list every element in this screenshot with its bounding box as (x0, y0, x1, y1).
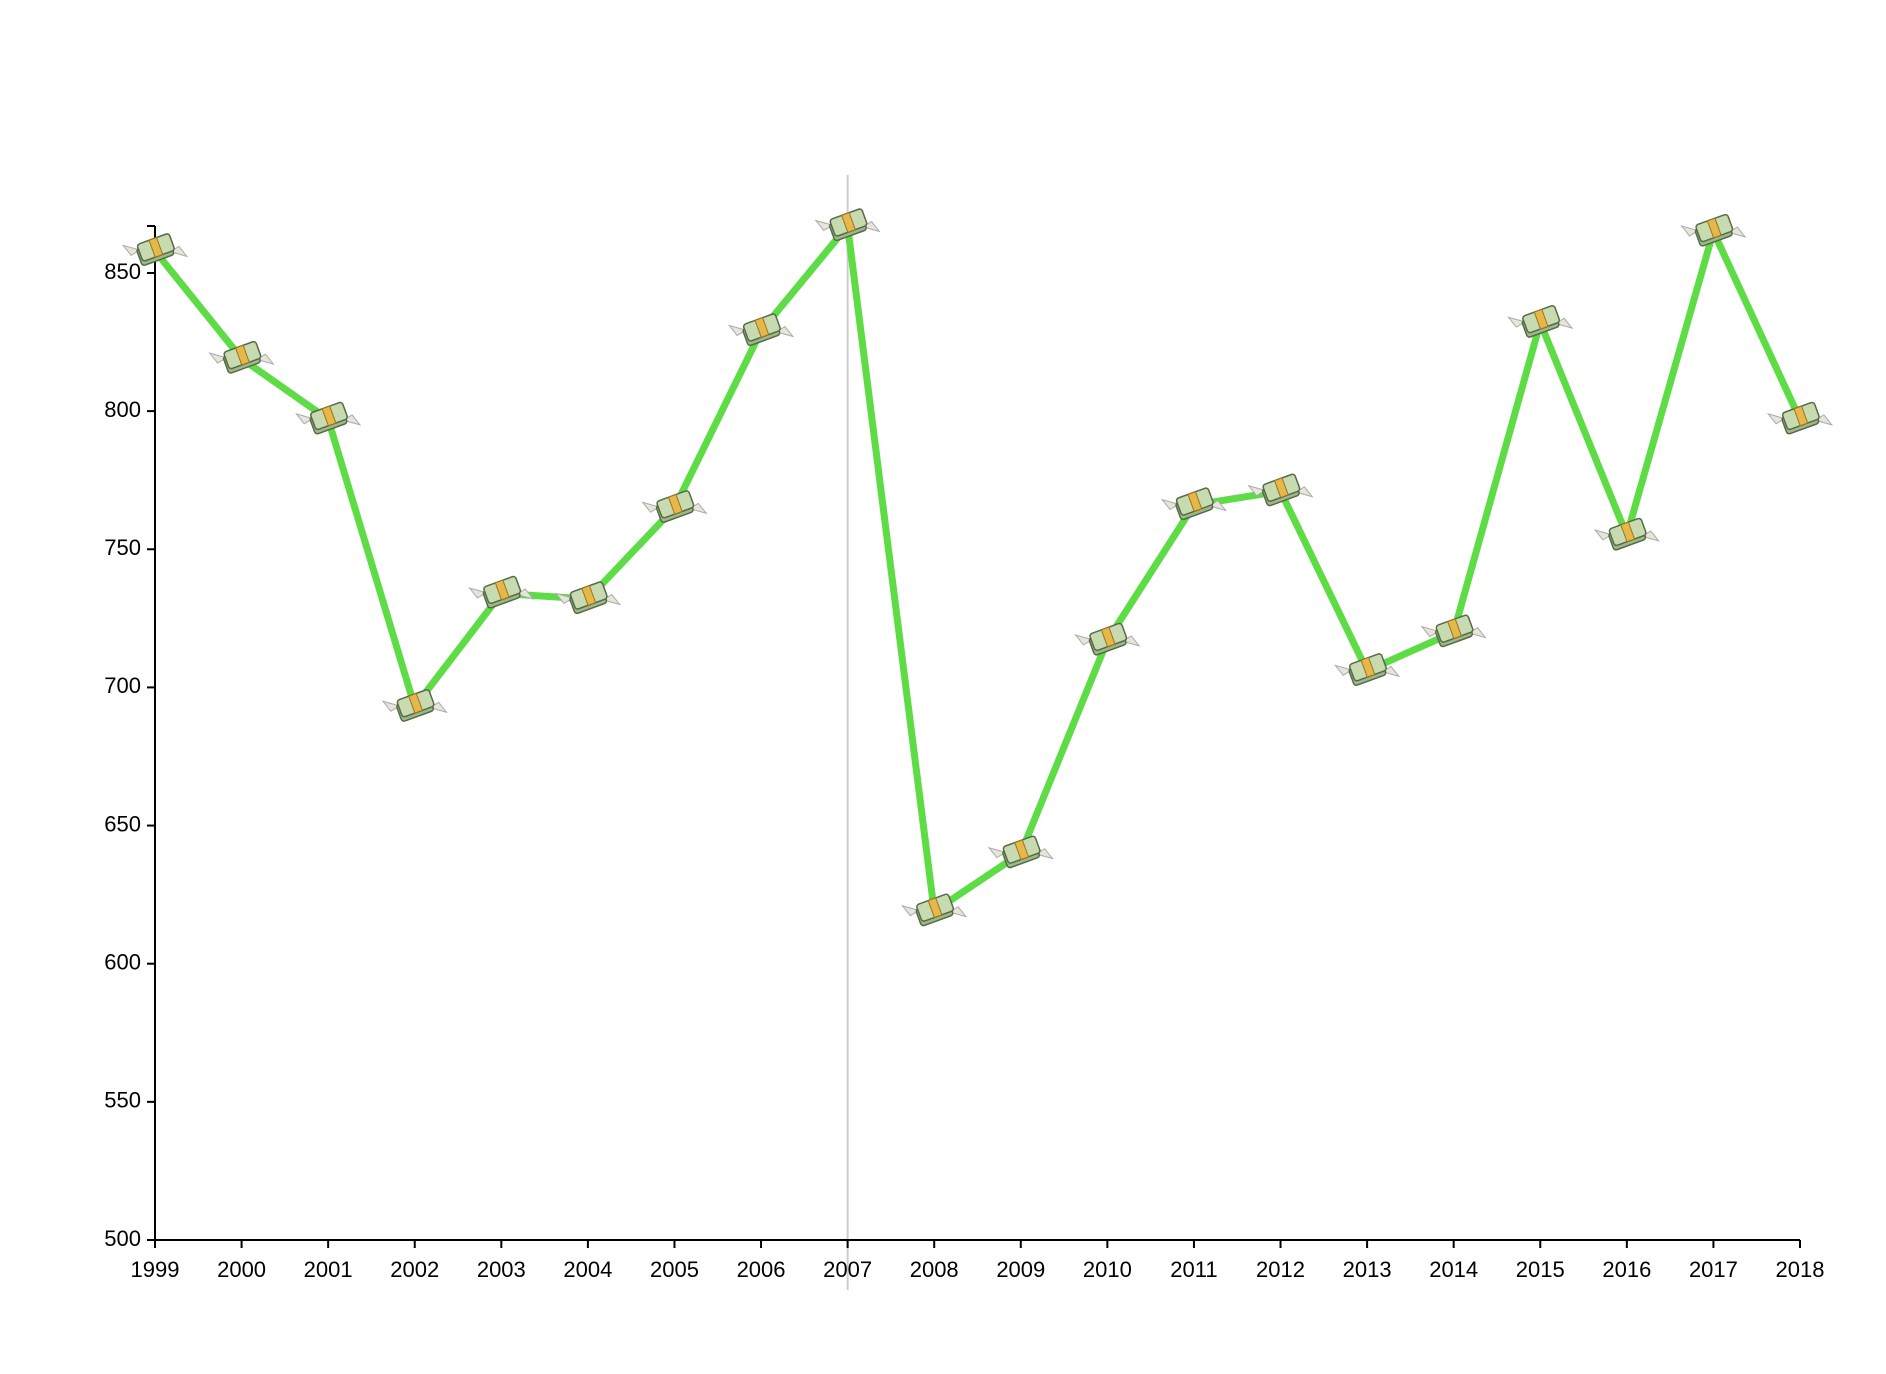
marker-band (841, 212, 856, 233)
marker-band (754, 317, 770, 338)
marker-band (1447, 618, 1463, 640)
x-tick-label: 2006 (737, 1257, 786, 1282)
x-tick-label: 2015 (1516, 1257, 1565, 1282)
y-tick-label: 700 (104, 673, 141, 698)
point-marker (1680, 213, 1747, 247)
point-marker (295, 401, 362, 435)
y-tick-label: 550 (104, 1088, 141, 1113)
point-marker (208, 340, 275, 374)
marker-band (1793, 405, 1809, 427)
point-marker (1507, 305, 1574, 338)
marker-band (1620, 521, 1636, 543)
x-tick-label: 2013 (1343, 1257, 1392, 1282)
point-marker (468, 575, 535, 609)
x-tick-label: 2017 (1689, 1257, 1738, 1282)
point-marker (1420, 614, 1487, 648)
point-marker (641, 490, 708, 523)
point-marker (1766, 401, 1834, 435)
point-marker (987, 835, 1054, 869)
marker-band (148, 236, 164, 258)
y-tick-label: 600 (104, 950, 141, 975)
point-marker (1247, 473, 1314, 507)
marker-band (667, 493, 683, 515)
marker-band (1014, 839, 1030, 861)
y-tick-label: 800 (104, 397, 141, 422)
point-marker (727, 313, 795, 347)
marker-band (234, 344, 250, 366)
x-tick-label: 2001 (304, 1257, 353, 1282)
marker-band (581, 585, 597, 606)
marker-band (1187, 491, 1203, 513)
x-tick-label: 2014 (1429, 1257, 1478, 1282)
x-tick-label: 2002 (390, 1257, 439, 1282)
y-tick-label: 650 (104, 811, 141, 836)
point-marker (1074, 622, 1141, 656)
x-tick-label: 2003 (477, 1257, 526, 1282)
x-tick-label: 2010 (1083, 1257, 1132, 1282)
marker-band (321, 405, 337, 427)
marker-band (927, 897, 943, 919)
marker-band (494, 579, 510, 601)
x-tick-label: 2000 (217, 1257, 266, 1282)
point-marker (814, 208, 881, 242)
y-tick-label: 750 (104, 535, 141, 560)
marker-band (408, 692, 424, 714)
x-tick-label: 2009 (996, 1257, 1045, 1282)
marker-band (1706, 217, 1722, 239)
point-marker (121, 233, 189, 266)
point-marker (1333, 653, 1401, 686)
y-tick-label: 500 (104, 1226, 141, 1251)
series-line (152, 222, 1804, 915)
x-tick-label: 2004 (563, 1257, 612, 1282)
x-tick-label: 2018 (1776, 1257, 1825, 1282)
point-marker (381, 689, 448, 722)
x-tick-label: 2008 (910, 1257, 959, 1282)
y-tick-label: 850 (104, 259, 141, 284)
marker-band (1273, 477, 1289, 499)
x-tick-label: 2016 (1602, 1257, 1651, 1282)
x-tick-label: 2005 (650, 1257, 699, 1282)
point-marker (1160, 487, 1228, 521)
marker-band (1360, 656, 1376, 678)
marker-band (1100, 626, 1116, 648)
point-marker (554, 581, 622, 615)
x-tick-label: 2011 (1170, 1257, 1217, 1282)
x-tick-label: 2012 (1256, 1257, 1305, 1282)
point-marker (901, 893, 968, 927)
x-tick-label: 2007 (823, 1257, 872, 1282)
marker-band (1533, 308, 1549, 330)
point-marker (1593, 517, 1660, 551)
x-tick-label: 1999 (131, 1257, 180, 1282)
